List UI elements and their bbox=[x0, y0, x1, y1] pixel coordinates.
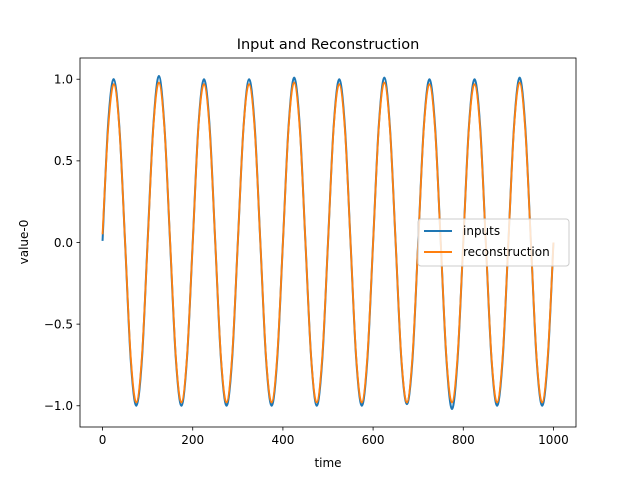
legend-box bbox=[417, 218, 570, 267]
y-tick-label: 0.5 bbox=[54, 154, 73, 168]
x-axis: 0 200 400 600 800 1000 bbox=[99, 427, 569, 447]
y-tick-label: 1.0 bbox=[54, 73, 73, 87]
legend-label-reconstruction: reconstruction bbox=[463, 245, 550, 259]
x-tick-label: 200 bbox=[181, 433, 204, 447]
legend: inputs reconstruction bbox=[417, 218, 570, 267]
y-axis-label: value-0 bbox=[17, 220, 31, 265]
legend-label-inputs: inputs bbox=[463, 224, 500, 238]
y-axis: −1.0 −0.5 0.0 0.5 1.0 bbox=[44, 73, 80, 413]
y-tick-label: −0.5 bbox=[44, 317, 73, 331]
x-tick-label: 0 bbox=[99, 433, 107, 447]
y-tick-label: 0.0 bbox=[54, 236, 73, 250]
x-tick-label: 600 bbox=[362, 433, 385, 447]
x-axis-label: time bbox=[314, 456, 341, 470]
series-line-reconstruction bbox=[101, 81, 555, 404]
series-layer bbox=[101, 74, 555, 411]
x-tick-label: 400 bbox=[271, 433, 294, 447]
x-tick-label: 1000 bbox=[538, 433, 569, 447]
y-tick-label: −1.0 bbox=[44, 399, 73, 413]
x-tick-label: 800 bbox=[452, 433, 475, 447]
chart-title: Input and Reconstruction bbox=[237, 37, 420, 53]
